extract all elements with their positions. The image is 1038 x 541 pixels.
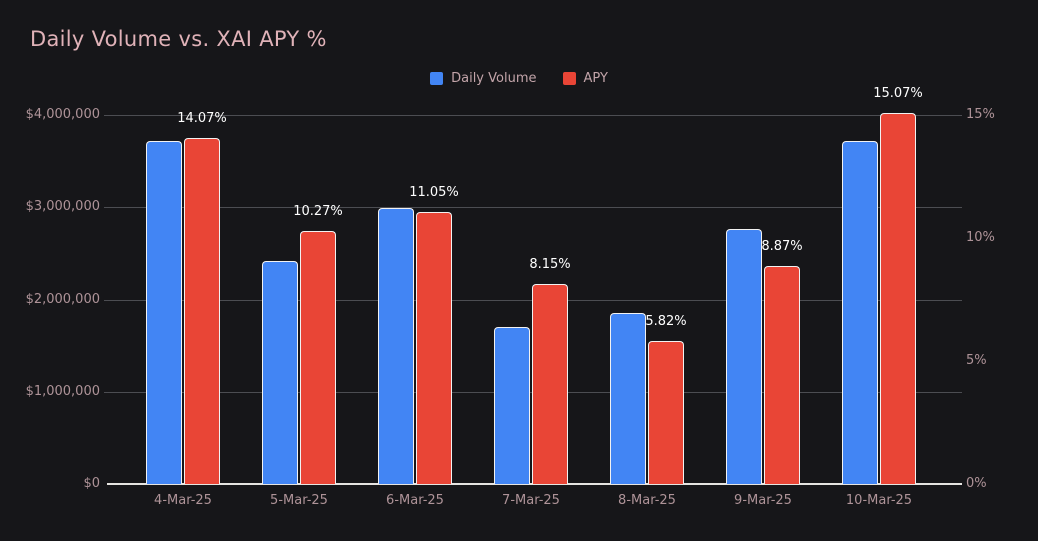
chart-title: Daily Volume vs. XAI APY % [30,27,327,51]
y-axis-tick-left: $4,000,000 [25,107,100,122]
bar-daily-volume-10-Mar-25[interactable] [842,141,878,484]
legend-label-apy: APY [583,71,608,86]
y-axis-tick-right: 15% [966,107,995,122]
bar-daily-volume-5-Mar-25[interactable] [262,261,298,484]
bar-daily-volume-9-Mar-25[interactable] [726,229,762,484]
bar-apy-9-Mar-25[interactable] [764,266,800,484]
legend-label-daily-volume: Daily Volume [451,71,537,86]
legend-item-daily-volume[interactable]: Daily Volume [430,71,537,86]
apy-swatch-icon [562,72,576,85]
bar-daily-volume-4-Mar-25[interactable] [146,141,182,484]
y-axis-tick-left: $0 [83,476,100,491]
bar-apy-10-Mar-25[interactable] [880,113,916,484]
x-axis-label: 7-Mar-25 [502,493,560,508]
bar-apy-8-Mar-25[interactable] [648,341,684,484]
bar-daily-volume-8-Mar-25[interactable] [610,313,646,484]
apy-value-label: 11.05% [409,185,459,200]
apy-value-label: 14.07% [177,111,227,126]
bar-apy-4-Mar-25[interactable] [184,138,220,484]
x-axis-label: 4-Mar-25 [154,493,212,508]
y-axis-tick-left: $1,000,000 [25,384,100,399]
bar-daily-volume-7-Mar-25[interactable] [494,327,530,484]
bar-daily-volume-6-Mar-25[interactable] [378,208,414,484]
apy-value-label: 8.87% [761,239,803,254]
bar-apy-7-Mar-25[interactable] [532,284,568,484]
legend-item-apy[interactable]: APY [562,71,608,86]
apy-value-label: 10.27% [293,204,343,219]
apy-value-label: 8.15% [529,257,571,272]
x-axis-label: 10-Mar-25 [845,493,913,508]
x-axis-line [107,483,962,485]
gridline [104,207,962,208]
x-axis-label: 6-Mar-25 [386,493,444,508]
gridline [104,115,962,116]
y-axis-tick-right: 5% [966,353,987,368]
bar-apy-5-Mar-25[interactable] [300,231,336,484]
y-axis-tick-left: $2,000,000 [25,292,100,307]
bar-apy-6-Mar-25[interactable] [416,212,452,484]
apy-value-label: 15.07% [873,86,923,101]
y-axis-tick-left: $3,000,000 [25,199,100,214]
y-axis-tick-right: 10% [966,230,995,245]
chart-legend: Daily Volume APY [0,71,1038,86]
x-axis-label: 5-Mar-25 [270,493,328,508]
apy-value-label: 5.82% [645,314,687,329]
x-axis-label: 9-Mar-25 [734,493,792,508]
y-axis-tick-right: 0% [966,476,987,491]
x-axis-label: 8-Mar-25 [618,493,676,508]
daily-volume-swatch-icon [430,72,444,85]
